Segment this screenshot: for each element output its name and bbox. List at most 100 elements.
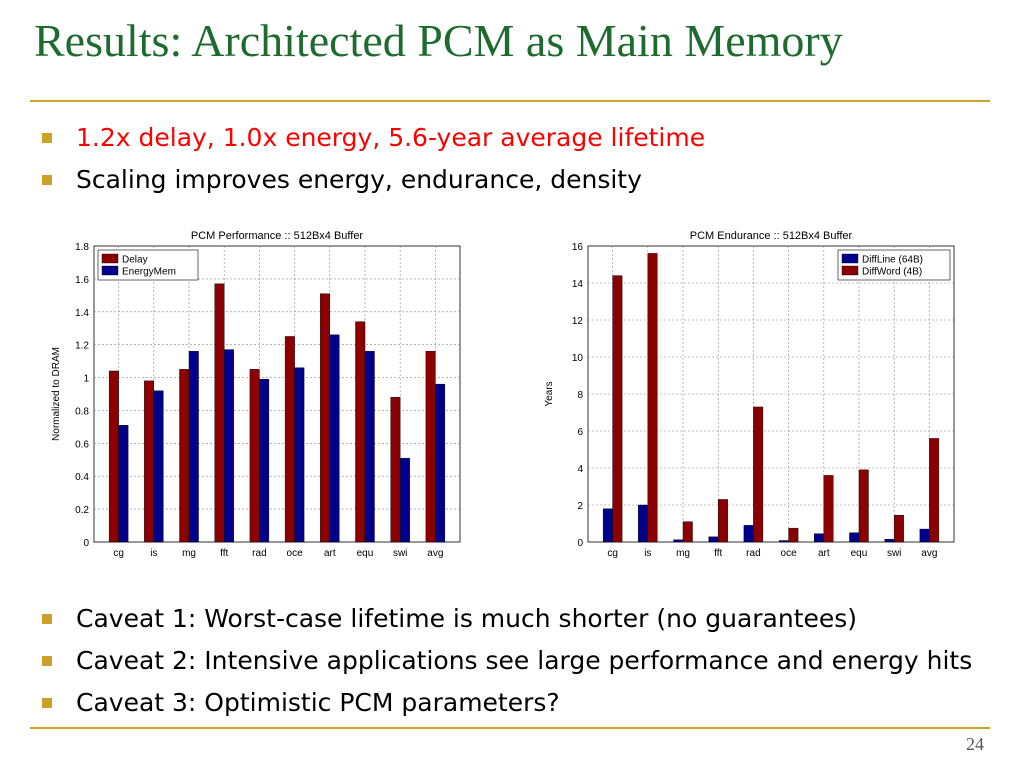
x-tick-label: mg bbox=[182, 548, 196, 559]
bar-swi-diffline-64b- bbox=[884, 539, 895, 543]
x-tick-label: mg bbox=[676, 548, 690, 559]
y-axis-label: Normalized to DRAM bbox=[51, 347, 62, 441]
bullet-item: Caveat 1: Worst-case lifetime is much sh… bbox=[40, 598, 972, 640]
bar-cg-diffline-64b- bbox=[602, 508, 613, 543]
y-tick-label: 1.6 bbox=[75, 275, 89, 286]
page-number: 24 bbox=[966, 734, 984, 754]
x-tick-label: oce bbox=[781, 548, 798, 559]
legend-label: DiffLine (64B) bbox=[862, 255, 923, 266]
top-bullet-list: 1.2x delay, 1.0x energy, 5.6-year averag… bbox=[40, 117, 705, 201]
x-tick-label: cg bbox=[607, 548, 618, 559]
x-tick-label: swi bbox=[393, 548, 407, 559]
x-tick-label: art bbox=[818, 548, 830, 559]
bar-cg-diffword-4b- bbox=[612, 275, 623, 543]
x-tick-label: is bbox=[150, 548, 157, 559]
bar-swi-diffword-4b- bbox=[893, 514, 904, 543]
bullet-square-icon bbox=[42, 614, 52, 624]
y-tick-label: 0.8 bbox=[75, 406, 89, 417]
legend-label: Delay bbox=[122, 255, 148, 266]
bullet-text: Caveat 1: Worst-case lifetime is much sh… bbox=[76, 604, 858, 633]
bullet-square-icon bbox=[42, 698, 52, 708]
x-tick-label: avg bbox=[921, 548, 937, 559]
bar-equ-diffword-4b- bbox=[858, 469, 869, 543]
y-tick-label: 0 bbox=[577, 538, 583, 549]
bar-oce-delay bbox=[284, 336, 295, 543]
x-tick-label: oce bbox=[287, 548, 304, 559]
legend-swatch bbox=[841, 253, 859, 264]
bullet-item: Caveat 3: Optimistic PCM parameters? bbox=[40, 682, 972, 724]
bar-art-energymem bbox=[329, 334, 340, 543]
legend-label: DiffWord (4B) bbox=[862, 267, 922, 278]
bar-avg-diffline-64b- bbox=[919, 528, 930, 543]
y-tick-label: 10 bbox=[572, 353, 584, 364]
legend-label: EnergyMem bbox=[122, 267, 176, 278]
x-tick-label: cg bbox=[113, 548, 124, 559]
bar-swi-delay bbox=[390, 397, 401, 543]
y-tick-label: 0 bbox=[83, 538, 89, 549]
legend-swatch bbox=[101, 253, 119, 264]
x-tick-label: fft bbox=[714, 548, 722, 559]
bar-art-diffword-4b- bbox=[823, 475, 834, 543]
bullet-square-icon bbox=[42, 175, 52, 185]
y-tick-label: 0.4 bbox=[75, 472, 89, 483]
footer-divider bbox=[30, 727, 990, 729]
legend-swatch bbox=[101, 265, 119, 276]
bar-rad-diffline-64b- bbox=[743, 525, 754, 543]
bar-oce-diffline-64b- bbox=[778, 540, 789, 543]
bar-rad-energymem bbox=[259, 378, 270, 543]
bar-is-delay bbox=[144, 380, 155, 543]
bar-equ-delay bbox=[355, 321, 366, 543]
bar-swi-energymem bbox=[399, 457, 410, 543]
bar-fft-delay bbox=[214, 283, 225, 543]
bullet-text: Scaling improves energy, endurance, dens… bbox=[76, 165, 642, 194]
bar-cg-energymem bbox=[118, 425, 129, 543]
bar-oce-diffword-4b- bbox=[788, 527, 799, 543]
y-tick-label: 0.6 bbox=[75, 439, 89, 450]
bar-equ-energymem bbox=[364, 351, 375, 543]
bar-avg-diffword-4b- bbox=[929, 438, 940, 543]
y-tick-label: 1.2 bbox=[75, 341, 89, 352]
y-tick-label: 1.4 bbox=[75, 308, 89, 319]
y-tick-label: 1 bbox=[83, 374, 89, 385]
bottom-bullet-list: Caveat 1: Worst-case lifetime is much sh… bbox=[40, 598, 972, 724]
bar-fft-energymem bbox=[224, 349, 234, 543]
bar-cg-delay bbox=[108, 370, 119, 543]
y-tick-label: 8 bbox=[577, 390, 583, 401]
bullet-item: Scaling improves energy, endurance, dens… bbox=[40, 159, 705, 201]
slide-title: Results: Architected PCM as Main Memory bbox=[34, 15, 843, 66]
bar-mg-energymem bbox=[188, 351, 199, 543]
plot-area bbox=[587, 245, 955, 543]
y-tick-label: 1.8 bbox=[75, 242, 89, 253]
bar-mg-diffline-64b- bbox=[673, 539, 684, 543]
bar-rad-diffword-4b- bbox=[753, 406, 764, 543]
bar-fft-diffword-4b- bbox=[718, 499, 728, 543]
bar-mg-delay bbox=[179, 369, 190, 543]
bullet-text: Caveat 2: Intensive applications see lar… bbox=[76, 646, 973, 675]
bar-oce-energymem bbox=[294, 367, 305, 543]
title-divider bbox=[30, 100, 990, 102]
y-axis-label: Years bbox=[544, 381, 555, 406]
bar-art-diffline-64b- bbox=[814, 533, 824, 543]
y-tick-label: 6 bbox=[577, 427, 583, 438]
bar-is-energymem bbox=[153, 390, 164, 543]
bar-mg-diffword-4b- bbox=[682, 521, 693, 543]
y-tick-label: 16 bbox=[572, 242, 584, 253]
bullet-text: 1.2x delay, 1.0x energy, 5.6-year averag… bbox=[76, 123, 706, 152]
bullet-square-icon bbox=[42, 656, 52, 666]
x-tick-label: equ bbox=[851, 548, 868, 559]
x-tick-label: art bbox=[324, 548, 336, 559]
x-tick-label: rad bbox=[746, 548, 760, 559]
x-tick-label: equ bbox=[357, 548, 374, 559]
bar-is-diffline-64b- bbox=[638, 504, 649, 543]
chart-title: PCM Endurance :: 512Bx4 Buffer bbox=[690, 230, 853, 242]
y-tick-label: 12 bbox=[572, 316, 584, 327]
bar-equ-diffline-64b- bbox=[849, 532, 860, 543]
x-tick-label: rad bbox=[252, 548, 266, 559]
y-tick-label: 2 bbox=[577, 501, 583, 512]
x-tick-label: avg bbox=[427, 548, 443, 559]
y-tick-label: 14 bbox=[572, 279, 584, 290]
bullet-square-icon bbox=[42, 133, 52, 143]
bar-avg-delay bbox=[425, 351, 436, 543]
x-tick-label: swi bbox=[887, 548, 901, 559]
